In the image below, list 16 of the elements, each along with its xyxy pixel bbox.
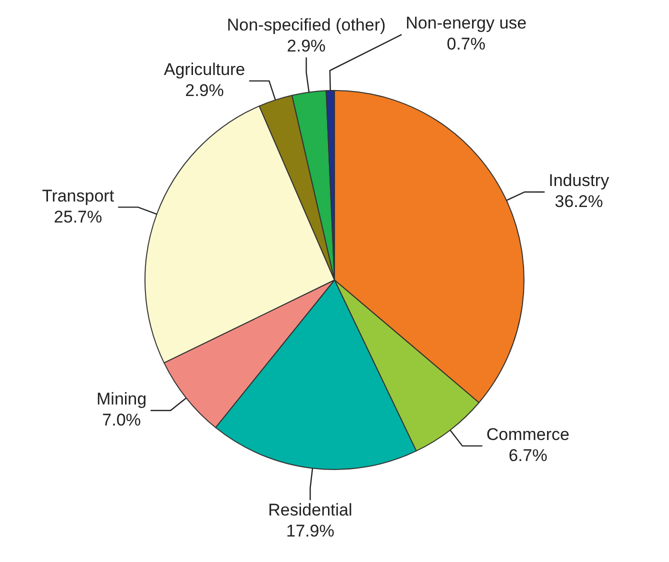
slice-label: Transport — [42, 186, 114, 206]
slice-label: Commerce — [486, 425, 570, 444]
slice-label: Residential — [268, 500, 352, 520]
slice-label: Mining — [96, 390, 147, 409]
data-label: 0.7% — [446, 34, 486, 54]
slice-label: Industry — [548, 171, 610, 190]
slice-label: Agriculture — [164, 60, 246, 80]
data-label: 17.9% — [286, 521, 334, 540]
data-label: 7.0% — [102, 410, 141, 430]
data-label: 25.7% — [54, 207, 102, 226]
data-label: 6.7% — [508, 446, 548, 466]
data-label: 2.9% — [185, 81, 224, 100]
slice-label: Non-specified (other) — [226, 16, 386, 35]
slice-label: Non-energy use — [406, 14, 527, 33]
data-label: 2.9% — [286, 36, 326, 56]
data-label: 36.2% — [554, 192, 603, 212]
